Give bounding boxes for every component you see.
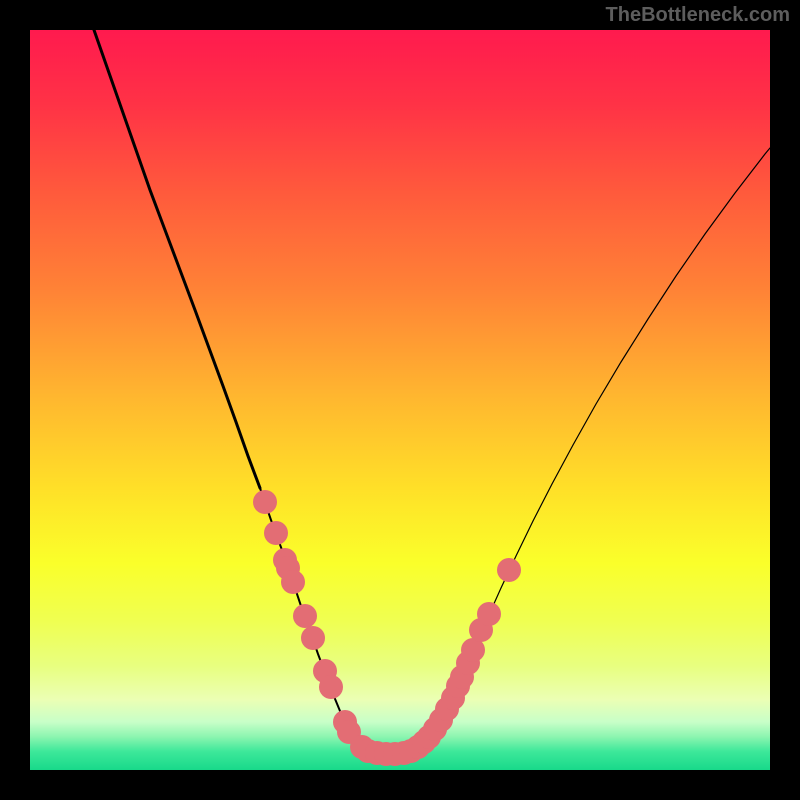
data-marker — [319, 675, 343, 699]
gradient-background — [30, 30, 770, 770]
data-marker — [477, 602, 501, 626]
data-marker — [281, 570, 305, 594]
data-marker — [497, 558, 521, 582]
data-marker — [293, 604, 317, 628]
watermark-text: TheBottleneck.com — [606, 4, 790, 27]
bottleneck-chart — [30, 30, 770, 770]
data-marker — [264, 521, 288, 545]
plot-area — [30, 30, 770, 770]
data-marker — [301, 626, 325, 650]
figure-frame: TheBottleneck.com — [0, 0, 800, 800]
data-marker — [253, 490, 277, 514]
